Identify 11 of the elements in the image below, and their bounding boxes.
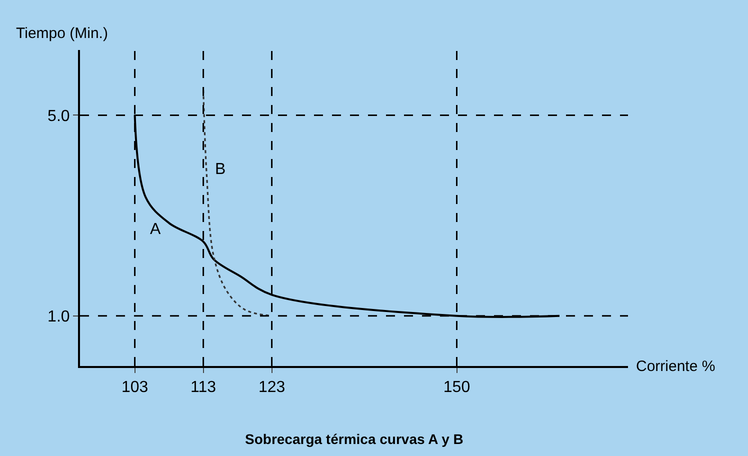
x-tick-label: 123	[258, 379, 286, 396]
series-label: B	[215, 161, 226, 178]
y-axis-title: Tiempo (Min.)	[16, 25, 108, 42]
y-tick-label: 5.0	[48, 108, 70, 125]
x-tick-label: 113	[190, 379, 216, 396]
x-axis-title: Corriente %	[636, 358, 716, 375]
x-tick-label: 150	[443, 379, 470, 396]
text: Sobrecarga térmica curvas A y B	[245, 431, 464, 447]
series-label: A	[150, 221, 161, 238]
x-tick-label: 103	[121, 379, 148, 396]
y-tick-label: 1.0	[48, 308, 70, 326]
